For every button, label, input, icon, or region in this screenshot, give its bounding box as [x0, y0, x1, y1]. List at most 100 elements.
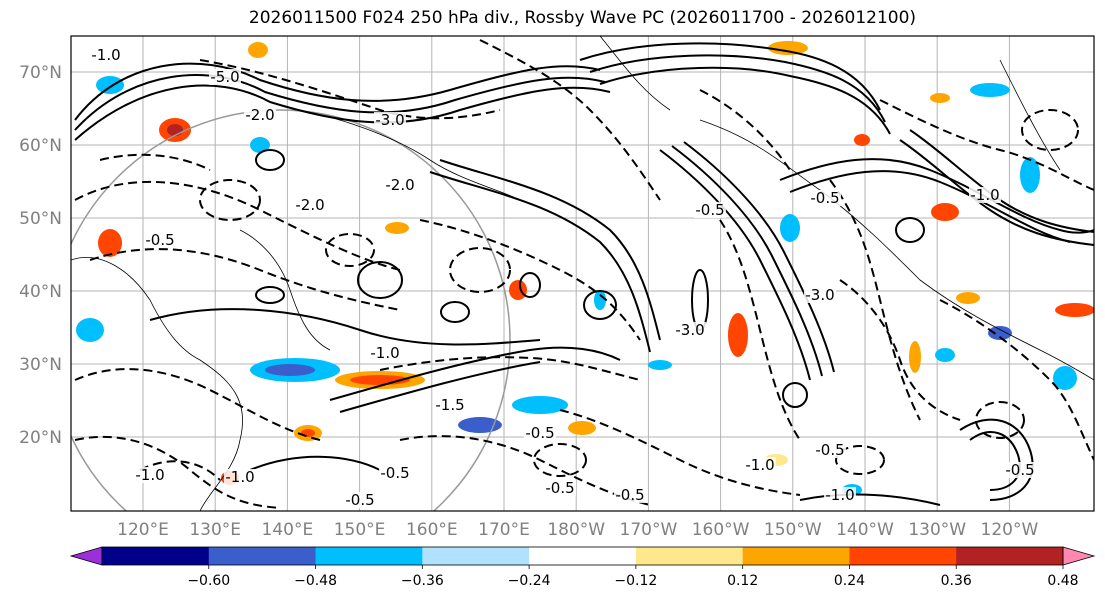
contour-label-bg: [969, 187, 1001, 203]
contour-line: [74, 180, 401, 271]
colorbar-segment: [849, 547, 957, 565]
contour-label-bg: [379, 465, 411, 481]
contour-label-bg: [224, 469, 256, 485]
contour-line: [339, 361, 541, 413]
shade-patch: [931, 203, 959, 221]
contour-line: [799, 493, 941, 506]
contour-label-bg: [804, 287, 836, 303]
lon-label: 130°E: [189, 520, 241, 540]
map-background: [71, 36, 1094, 511]
contour-label-bg: [544, 480, 576, 496]
contour-line: [829, 179, 921, 421]
contour-line: [939, 299, 1094, 461]
contour-line: [439, 159, 661, 341]
contour-label: -5.0: [210, 68, 239, 86]
colorbar-tick-label: −0.36: [401, 573, 444, 589]
lat-label: 50°N: [19, 209, 62, 229]
contour-label-bg: [824, 487, 856, 503]
colorbar-tick-label: −0.60: [187, 573, 230, 589]
shade-patch: [988, 326, 1012, 340]
contour-line: [559, 409, 801, 496]
contour-line: [579, 42, 881, 111]
shade-patch: [930, 93, 950, 103]
contour-loop: [583, 290, 617, 320]
contour-label: -2.0: [385, 176, 414, 194]
latitude-labels: 70°N 60°N 50°N 40°N 30°N 20°N: [19, 63, 62, 448]
shade-patch: [1020, 157, 1040, 193]
colorbar-segment: [742, 547, 850, 565]
colorbar-extend-high: [1062, 546, 1096, 566]
map-title: 2026011500 F024 250 hPa div., Rossby Wav…: [248, 8, 917, 28]
contour-loop: [255, 286, 285, 304]
shade-patch: [568, 421, 596, 435]
colorbar-segment: [956, 547, 1064, 565]
contour-labels: -5.0 -1.0 -3.0 -2.0 -0.5 -1.5 -0.5 -0.5 -1.0 -0.5…: [90, 46, 1036, 509]
contour-label-bg: [374, 112, 406, 128]
contour-line: [419, 219, 641, 341]
contour-line: [671, 145, 823, 377]
contour-line: [479, 39, 661, 201]
shade-patch: [509, 280, 527, 300]
coastlines: [71, 36, 1094, 511]
colorbar-segment: [315, 547, 423, 565]
contour-line: [659, 149, 811, 381]
contour-line: [719, 219, 801, 441]
contour-label: -1.0: [370, 344, 399, 362]
contour-label-bg: [294, 197, 326, 213]
lon-label: 140°E: [262, 520, 314, 540]
contour-loop: [782, 382, 808, 408]
lon-label: 150°W: [764, 520, 822, 540]
lat-label: 30°N: [19, 355, 62, 375]
contour-label: -1.0: [135, 466, 164, 484]
contour-loop: [975, 401, 1025, 439]
shade-patch: [648, 360, 672, 370]
contour-label-bg: [369, 345, 401, 361]
contour-label-bg: [524, 425, 556, 441]
contour-label-bg: [144, 232, 176, 248]
contour-line: [899, 139, 1094, 246]
shade-patch: [167, 124, 183, 136]
lon-label: 180°W: [547, 520, 605, 540]
shade-patch: [909, 341, 921, 373]
contour-label: -0.5: [810, 189, 839, 207]
colorbar-segment: [102, 547, 210, 565]
contour-line: [139, 460, 221, 481]
contour-label: -0.5: [695, 201, 724, 219]
contour-label: -0.5: [345, 491, 374, 509]
contour-line: [199, 59, 501, 120]
lon-label: 170°E: [478, 520, 530, 540]
contour-label: -0.5: [545, 479, 574, 497]
shade-patch: [248, 42, 268, 58]
contour-label-bg: [694, 202, 726, 218]
contour-label: -3.0: [375, 111, 404, 129]
contour-label: -1.0: [91, 46, 120, 64]
contour-line: [74, 74, 606, 131]
coastline: [299, 109, 521, 201]
contour-label: -0.5: [525, 424, 554, 442]
colorbar: −0.60 −0.48 −0.36 −0.24 −0.12 0.12 0.24 0.36 0.4…: [69, 546, 1096, 589]
contour-label-bg: [384, 177, 416, 193]
shade-patch: [458, 417, 502, 433]
contour-label-bg: [614, 487, 646, 503]
contour-label-bg: [814, 442, 846, 458]
colorbar-segment: [422, 547, 530, 565]
contour-loop: [533, 443, 587, 477]
shade-patch: [385, 222, 409, 234]
shade-patch: [728, 313, 748, 357]
lat-label: 70°N: [19, 63, 62, 83]
contour-label: -0.5: [380, 464, 409, 482]
contour-loop: [199, 179, 261, 221]
contour-label: -1.5: [435, 396, 464, 414]
shade-patch: [594, 290, 606, 310]
longitude-labels: 120°E 130°E 140°E 150°E 160°E 170°E 180°W 170°W…: [117, 520, 1038, 540]
contour-label: -0.5: [1005, 461, 1034, 479]
dashed-contours: [74, 39, 1094, 509]
contour-label-bg: [809, 190, 841, 206]
shade-patch: [1055, 303, 1094, 317]
contour-line: [429, 171, 651, 353]
shade-patch: [854, 134, 870, 146]
contour-line: [399, 435, 651, 506]
lon-label: 150°E: [334, 520, 386, 540]
lon-label: 130°W: [908, 520, 966, 540]
lon-label: 160°W: [692, 520, 750, 540]
